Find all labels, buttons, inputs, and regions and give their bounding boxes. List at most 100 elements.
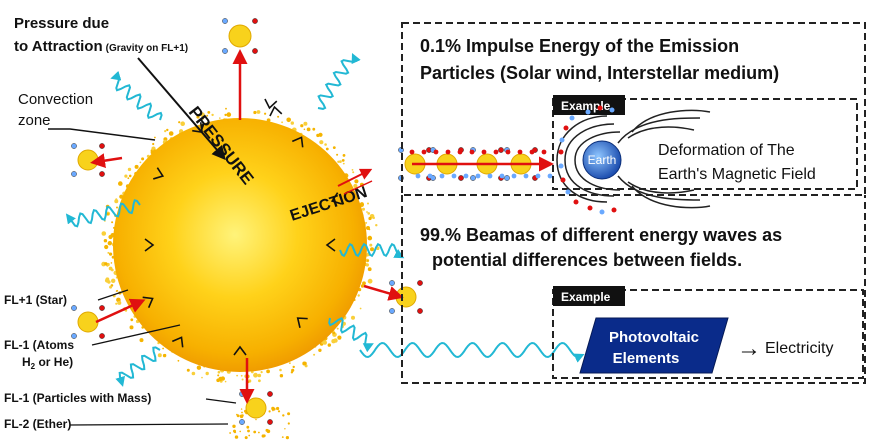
pressure-chevron bbox=[142, 296, 154, 309]
corona-speck bbox=[201, 376, 203, 379]
corona-speck bbox=[336, 327, 339, 330]
satellite-dot bbox=[498, 147, 504, 153]
emission-title-1: 0.1% Impulse Energy of the Emission bbox=[420, 36, 739, 56]
emission-dot bbox=[427, 173, 433, 179]
corona-speck bbox=[337, 335, 342, 340]
corona-speck bbox=[200, 112, 205, 117]
corona-speck bbox=[154, 136, 156, 139]
corona-speck bbox=[290, 121, 294, 125]
corona-speck bbox=[109, 252, 113, 256]
corona-speck bbox=[351, 315, 355, 320]
svg-text:Particles (Solar wind, Interst: Particles (Solar wind, Interstellar medi… bbox=[420, 63, 779, 83]
field-dot bbox=[609, 107, 615, 113]
svg-text:to Attraction(Gravity on FL+1): to Attraction (Gravity on FL+1) bbox=[14, 38, 188, 55]
corona-speck bbox=[367, 235, 373, 241]
emission-dot bbox=[547, 173, 553, 179]
emission-dot bbox=[535, 173, 541, 179]
corona-speck bbox=[191, 371, 196, 376]
corona-speck bbox=[365, 221, 368, 224]
corona-speck bbox=[331, 339, 336, 344]
corona-speck bbox=[324, 143, 327, 146]
emission-dot bbox=[457, 149, 463, 155]
pressure-chevron bbox=[291, 136, 304, 148]
emission-dot bbox=[505, 149, 511, 155]
corona-speck bbox=[257, 373, 262, 378]
emission-dot bbox=[487, 173, 493, 179]
corona-speck bbox=[312, 127, 316, 131]
red-arrow-lowleft bbox=[95, 298, 146, 324]
corona-speck bbox=[359, 307, 362, 310]
emission-dot bbox=[541, 149, 547, 155]
ether-speck bbox=[253, 430, 257, 434]
corona-speck bbox=[277, 115, 280, 118]
corona-speck bbox=[240, 374, 243, 377]
fl-plus1-label: FL+1 (Star) bbox=[4, 293, 67, 307]
ether-speck bbox=[258, 431, 260, 434]
field-caption-2: Earth's Magnetic Field bbox=[658, 166, 816, 183]
photovoltaic-label-1: Photovoltaic bbox=[609, 329, 699, 346]
fl-minus1-atoms-sub: 2 bbox=[31, 362, 36, 371]
corona-speck bbox=[128, 174, 132, 178]
field-dot bbox=[573, 199, 579, 205]
satellite-dot bbox=[417, 308, 423, 314]
satellite-dot bbox=[99, 333, 105, 339]
satellite-dot bbox=[417, 280, 423, 286]
field-dot bbox=[560, 177, 566, 183]
corona-speck bbox=[205, 371, 209, 376]
corona-speck bbox=[327, 343, 331, 347]
corona-speck bbox=[134, 164, 139, 169]
emission-dot bbox=[415, 173, 421, 179]
corona-speck bbox=[360, 202, 364, 206]
corona-speck bbox=[206, 114, 209, 117]
ether-speck bbox=[268, 410, 271, 413]
emission-dot bbox=[517, 149, 523, 155]
corona-speck bbox=[219, 117, 221, 119]
pressure-chevron bbox=[330, 192, 342, 205]
corona-speck bbox=[118, 181, 123, 186]
corona-speck bbox=[313, 353, 316, 356]
ether-speck bbox=[229, 432, 232, 434]
satellite-dot bbox=[458, 175, 464, 181]
emission-dot bbox=[481, 149, 487, 155]
corona-speck bbox=[164, 130, 167, 133]
corona-speck bbox=[375, 224, 378, 227]
corona-speck bbox=[366, 259, 369, 262]
satellite-dot bbox=[267, 391, 273, 397]
satellite-dot bbox=[99, 143, 105, 149]
corona-speck bbox=[241, 378, 244, 381]
corona-speck bbox=[116, 206, 118, 209]
emission-dot bbox=[523, 173, 529, 179]
fl-minus1-particles-label: FL-1 (Particles with Mass) bbox=[4, 391, 151, 405]
satellite-dot bbox=[267, 419, 273, 425]
field-dot bbox=[587, 205, 593, 211]
corona-speck bbox=[207, 111, 211, 114]
corona-speck bbox=[342, 162, 345, 165]
satellite-dot bbox=[252, 18, 258, 24]
emission-dot bbox=[493, 149, 499, 155]
corona-speck bbox=[357, 294, 360, 297]
ether-speck bbox=[261, 434, 265, 438]
sun-body bbox=[113, 118, 367, 372]
emission-dot bbox=[511, 173, 517, 179]
electricity-label: Electricity bbox=[765, 340, 833, 357]
convection-leader bbox=[48, 128, 156, 141]
waves-panel-border bbox=[401, 195, 866, 384]
fl-minus1-atoms-label-1: FL-1 (Atoms bbox=[4, 338, 74, 352]
satellite-dot bbox=[71, 305, 77, 311]
pressure-due-note: (Gravity on FL+1) bbox=[106, 43, 189, 54]
corona-speck bbox=[362, 281, 366, 286]
satellite-dot bbox=[470, 175, 476, 181]
corona-speck bbox=[236, 374, 239, 377]
corona-speck bbox=[168, 131, 174, 136]
corona-speck bbox=[196, 115, 200, 119]
corona-speck bbox=[266, 369, 270, 374]
pressure-chevron bbox=[144, 238, 155, 252]
corona-speck bbox=[279, 368, 282, 372]
corona-speck bbox=[101, 231, 107, 236]
corona-speck bbox=[130, 318, 134, 322]
waves-example-badge-text: Example bbox=[561, 290, 611, 304]
corona-speck bbox=[289, 362, 291, 364]
ether-speck bbox=[247, 429, 250, 433]
particle-ball bbox=[228, 24, 252, 48]
corona-speck bbox=[111, 221, 114, 224]
